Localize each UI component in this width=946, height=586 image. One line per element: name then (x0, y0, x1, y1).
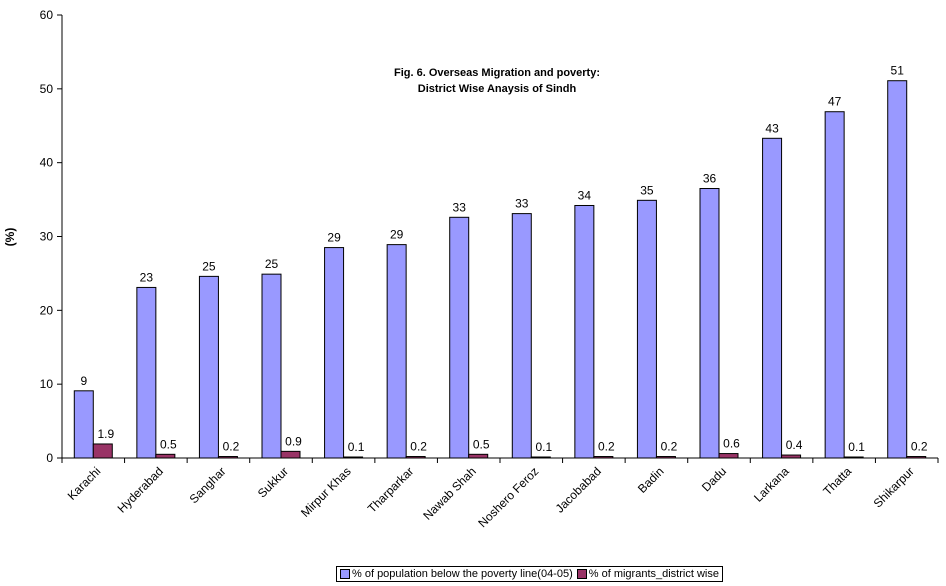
bar (824, 111, 845, 459)
x-tick-label: Dadu (699, 464, 729, 494)
bar (405, 456, 426, 459)
data-label: 0.2 (223, 440, 240, 454)
bar (530, 456, 551, 459)
x-tick-label: Hyderabad (115, 464, 166, 515)
data-label: 33 (515, 197, 529, 211)
bars (73, 80, 927, 459)
x-tick-label: Thatta (820, 464, 854, 498)
bar (655, 456, 676, 459)
data-label: 0.2 (410, 440, 427, 454)
data-label: 0.2 (598, 440, 615, 454)
data-label: 36 (703, 172, 717, 186)
y-tick-label: 50 (40, 82, 54, 96)
data-label: 29 (390, 228, 404, 242)
bar (343, 456, 364, 459)
bar (574, 204, 595, 459)
data-label: 0.1 (848, 440, 865, 454)
data-label: 0.4 (786, 438, 803, 452)
bar (636, 199, 657, 459)
bar (92, 443, 113, 459)
bar (468, 453, 489, 459)
x-tick-label: Noshero Feroz (475, 464, 541, 530)
x-tick-label: Larkana (751, 464, 792, 505)
bar (511, 213, 532, 459)
y-tick-label: 10 (40, 377, 54, 391)
legend-label-migrants: % of migrants_district wise (588, 568, 719, 580)
bar (593, 456, 614, 459)
x-tick-label: Sanghar (187, 464, 229, 506)
data-label: 0.2 (911, 440, 928, 454)
data-label: 0.5 (473, 437, 490, 451)
bar (843, 456, 864, 459)
data-label: 35 (640, 183, 654, 197)
x-tick-label: Badin (635, 464, 667, 496)
legend-label-poverty: % of population below the poverty line(0… (352, 568, 573, 580)
data-label: 9 (80, 374, 87, 388)
data-label: 0.2 (661, 440, 678, 454)
data-label: 47 (828, 95, 842, 109)
data-label: 51 (891, 64, 905, 78)
data-label: 0.1 (348, 440, 365, 454)
data-label: 29 (327, 231, 341, 245)
bar (762, 137, 783, 459)
data-label: 33 (453, 200, 467, 214)
bar (198, 275, 219, 459)
bar (261, 273, 282, 459)
bar (906, 456, 927, 459)
data-labels: 9 23 25 25 29 29 33 33 34 35 36 43 47 51 1.9 0.5 0.2 0.9 0… (80, 64, 927, 454)
x-tick-label: Shikarpur (871, 464, 917, 510)
x-tick-label: Karachi (65, 464, 104, 503)
data-label: 0.9 (285, 434, 302, 448)
bar (718, 453, 739, 459)
data-label: 0.1 (535, 440, 552, 454)
data-label: 43 (765, 121, 779, 135)
bar (781, 454, 802, 459)
bar (217, 456, 238, 459)
data-label: 25 (202, 259, 216, 273)
bar (73, 390, 94, 459)
bar (699, 188, 720, 459)
x-tick-label: Tharparkar (365, 464, 416, 515)
bar (136, 286, 157, 459)
data-label: 23 (140, 270, 154, 284)
bar (324, 247, 345, 459)
bar (449, 216, 470, 459)
y-tick-label: 60 (40, 8, 54, 22)
y-tick-label: 0 (46, 451, 53, 465)
x-tick-label: Nawab Shah (420, 464, 478, 522)
y-tick-label: 30 (40, 230, 54, 244)
x-tick-label: Mirpur Khas (298, 464, 354, 520)
data-label: 1.9 (97, 427, 114, 441)
y-axis-label: (%) (3, 228, 17, 247)
y-tick-label: 20 (40, 303, 54, 317)
bar (386, 244, 407, 459)
legend-item-migrants: % of migrants_district wise (576, 568, 719, 580)
x-tick-label: Jacobabad (553, 464, 604, 515)
legend-swatch-migrants (576, 569, 587, 579)
legend: % of population below the poverty line(0… (336, 566, 723, 582)
chart-title-line-1: Fig. 6. Overseas Migration and poverty: (394, 67, 600, 79)
legend-item-poverty: % of population below the poverty line(0… (340, 568, 573, 580)
x-tick-label: Sukkur (255, 464, 291, 500)
bar (155, 453, 176, 459)
legend-swatch-poverty (340, 569, 350, 579)
data-label: 0.6 (723, 437, 740, 451)
y-tick-label: 40 (40, 156, 54, 170)
data-label: 0.5 (160, 437, 177, 451)
bar (887, 80, 908, 459)
data-label: 34 (578, 188, 592, 202)
chart-title-line-2: District Wise Anaysis of Sindh (418, 83, 577, 95)
bar (280, 450, 301, 459)
data-label: 25 (265, 257, 279, 271)
